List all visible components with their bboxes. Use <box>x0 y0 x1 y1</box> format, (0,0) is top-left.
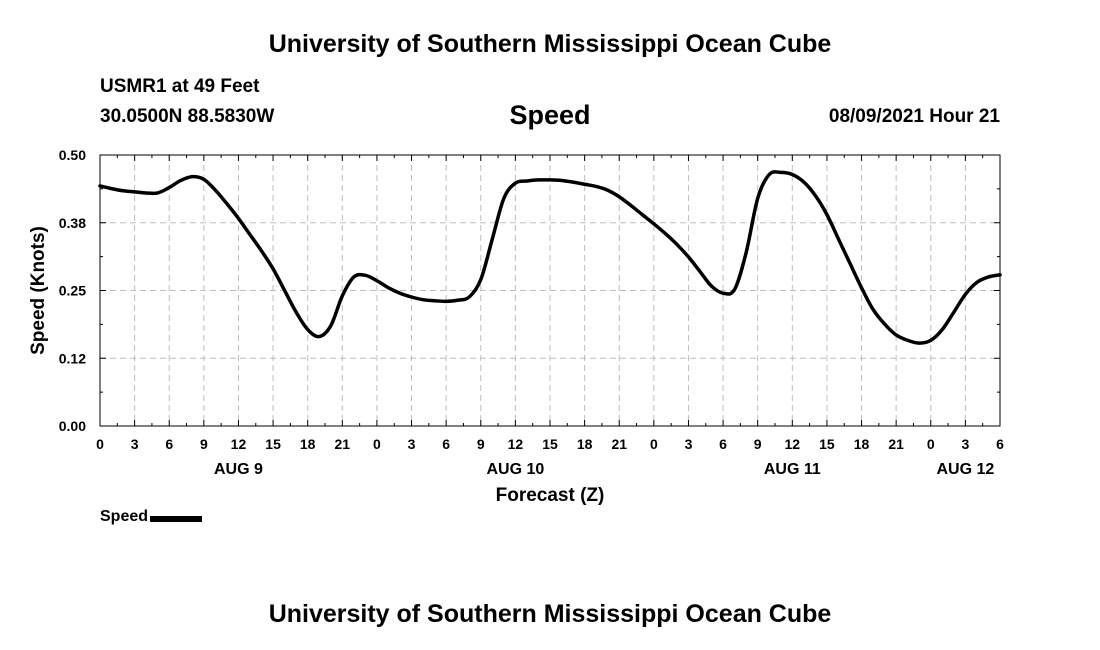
x-tick-label: 21 <box>611 436 627 452</box>
x-tick-label: 12 <box>231 436 247 452</box>
x-tick-label: 6 <box>165 436 173 452</box>
y-axis-label: Speed (Knots) <box>28 226 49 355</box>
day-label: AUG 9 <box>214 461 263 478</box>
chart-title: Speed <box>509 100 591 130</box>
x-tick-label: 9 <box>477 436 485 452</box>
series-layer <box>98 170 1002 345</box>
x-tick-label: 21 <box>335 436 351 452</box>
y-tick-label: 0.50 <box>59 147 86 163</box>
day-label: AUG 10 <box>486 461 544 478</box>
station-label: USMR1 at 49 Feet <box>100 76 260 97</box>
day-label: AUG 12 <box>936 461 994 478</box>
x-tick-label: 21 <box>888 436 904 452</box>
x-tick-label: 15 <box>265 436 281 452</box>
legend: Speed <box>100 508 203 526</box>
series-line-speed <box>98 170 1002 345</box>
x-tick-label: 12 <box>785 436 801 452</box>
y-tick-label: 0.00 <box>59 418 86 434</box>
x-tick-label: 0 <box>373 436 381 452</box>
x-tick-label: 0 <box>650 436 658 452</box>
y-tick-label: 0.38 <box>59 215 86 231</box>
footer-title: University of Southern Mississippi Ocean… <box>268 600 832 628</box>
x-tick-label: 3 <box>408 436 416 452</box>
x-tick-label: 15 <box>542 436 558 452</box>
y-tick-label: 0.12 <box>59 350 86 366</box>
grid-lines <box>100 155 1000 426</box>
axis-ticks <box>99 154 1001 427</box>
day-label: AUG 11 <box>764 461 821 478</box>
x-tick-label: 6 <box>996 436 1004 452</box>
x-tick-label: 9 <box>754 436 762 452</box>
legend-label: Speed <box>100 508 149 525</box>
x-tick-label: 3 <box>685 436 693 452</box>
axis-labels: 0 3 6 9 12 15 18 21 0 3 6 9 12 15 18 21 0 3 6 9 12 15 18 21 0 3 6A… <box>59 147 1004 478</box>
x-tick-label: 6 <box>442 436 450 452</box>
x-tick-label: 0 <box>927 436 935 452</box>
x-tick-label: 18 <box>854 436 870 452</box>
coordinates-label: 30.0500N 88.5830W <box>100 106 275 127</box>
x-tick-label: 3 <box>961 436 969 452</box>
x-tick-label: 15 <box>819 436 835 452</box>
run-time-label: 08/09/2021 Hour 21 <box>828 106 1000 127</box>
x-tick-label: 18 <box>577 436 593 452</box>
x-tick-label: 18 <box>300 436 316 452</box>
page-title: University of Southern Mississippi Ocean… <box>268 30 832 58</box>
x-tick-label: 3 <box>131 436 139 452</box>
x-tick-label: 0 <box>96 436 104 452</box>
x-axis-label: Forecast (Z) <box>496 485 605 506</box>
y-tick-label: 0.25 <box>59 283 86 299</box>
x-tick-label: 12 <box>508 436 524 452</box>
x-tick-label: 9 <box>200 436 208 452</box>
legend-swatch <box>150 516 203 522</box>
x-tick-label: 6 <box>719 436 727 452</box>
